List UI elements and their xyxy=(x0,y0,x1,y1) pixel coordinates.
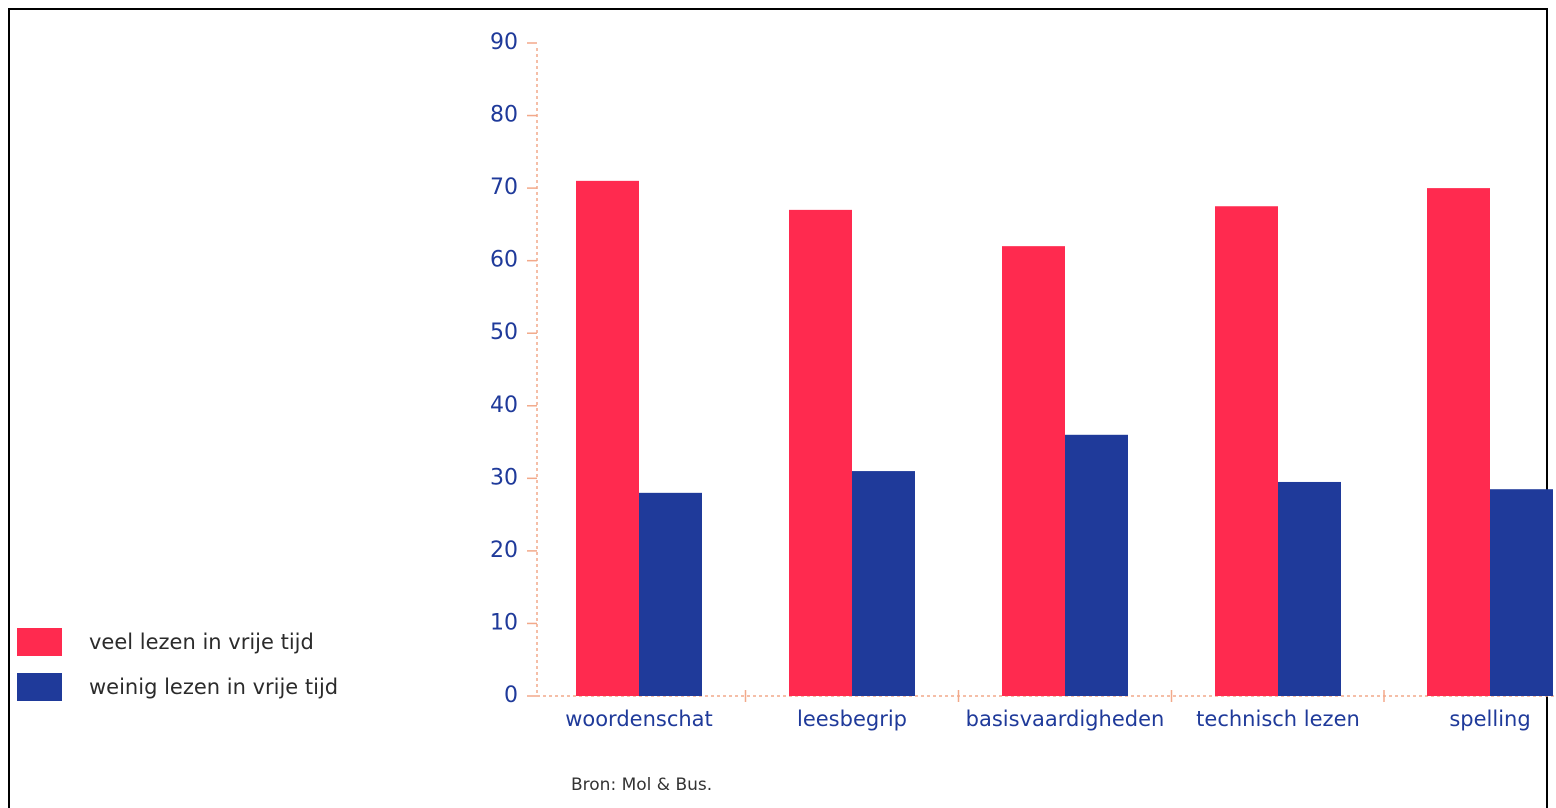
legend-item-weinig: weinig lezen in vrije tijd xyxy=(17,673,338,701)
bar-veel xyxy=(576,180,639,696)
y-tick-label: 0 xyxy=(504,683,518,708)
y-tick-label: 50 xyxy=(490,320,518,345)
legend-label-weinig: weinig lezen in vrije tijd xyxy=(89,675,339,699)
x-category-label: spelling xyxy=(1449,707,1530,731)
y-tick-label: 40 xyxy=(490,393,518,418)
legend-item-veel: veel lezen in vrije tijd xyxy=(17,628,314,656)
legend-label-veel: veel lezen in vrije tijd xyxy=(89,630,314,654)
bar-weinig xyxy=(1278,481,1341,696)
y-tick-label: 90 xyxy=(490,30,518,55)
legend-swatch-weinig xyxy=(17,673,62,701)
figure-frame xyxy=(8,8,1548,808)
source-note: Bron: Mol & Bus. xyxy=(571,775,713,795)
bar-weinig xyxy=(1065,434,1128,696)
y-tick-label: 70 xyxy=(490,175,518,200)
bar-weinig xyxy=(852,471,915,696)
y-tick-label: 20 xyxy=(490,538,518,563)
x-category-label: basisvaardigheden xyxy=(966,707,1165,731)
x-category-label: technisch lezen xyxy=(1196,707,1360,731)
bar-veel xyxy=(1215,206,1278,696)
y-tick-label: 10 xyxy=(490,610,518,635)
bar-veel xyxy=(1427,188,1490,696)
y-tick-label: 80 xyxy=(490,103,518,128)
bar-weinig xyxy=(639,492,702,696)
legend-swatch-veel xyxy=(17,628,62,656)
bar-weinig xyxy=(1490,489,1553,696)
bar-veel xyxy=(1002,246,1065,696)
bar-veel xyxy=(789,209,852,696)
y-tick-label: 60 xyxy=(490,248,518,273)
x-category-label: leesbegrip xyxy=(797,707,907,731)
x-category-label: woordenschat xyxy=(565,707,713,731)
y-tick-label: 30 xyxy=(490,465,518,490)
